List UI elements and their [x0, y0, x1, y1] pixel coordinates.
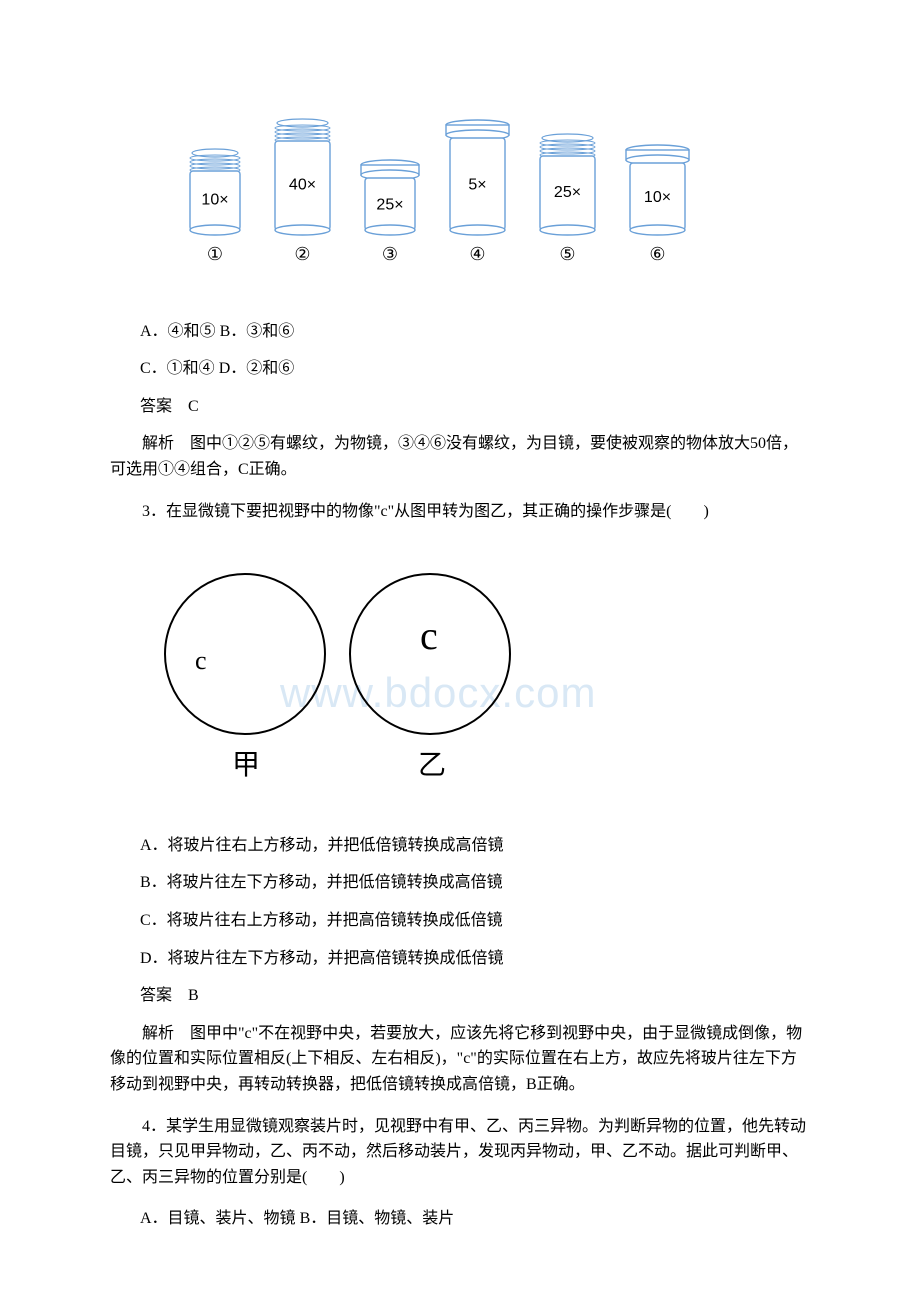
q2-option-c: C．①和④: [140, 360, 215, 377]
svg-text:c: c: [420, 613, 438, 658]
q2-option-ab: A．④和⑤ B．③和⑥: [140, 319, 810, 345]
svg-text:⑥: ⑥: [649, 244, 665, 264]
q4-stem: 4．某学生用显微镜观察装片时，见视野中有甲、乙、丙三异物。为判断异物的位置，他先…: [110, 1114, 810, 1191]
q3-option-a: A．将玻片往右上方移动，并把低倍镜转换成高倍镜: [140, 833, 810, 859]
q3-explanation: 解析 图甲中"c"不在视野中央，若要放大，应该先将它移到视野中央，由于显微镜成倒…: [110, 1021, 810, 1098]
svg-text:10×: 10×: [201, 192, 228, 209]
svg-text:④: ④: [469, 244, 485, 264]
svg-text:③: ③: [382, 244, 398, 264]
lens-svg: 10× ① 40× ② 25× ③ 5× ④ 25× ⑤ 10× ⑥: [150, 100, 700, 280]
q3-option-b: B．将玻片往左下方移动，并把低倍镜转换成高倍镜: [140, 870, 810, 896]
q3-option-d: D．将玻片往左下方移动，并把高倍镜转换成低倍镜: [140, 946, 810, 972]
circles-figure: www.bdocx.com c甲c乙: [140, 544, 810, 803]
svg-text:②: ②: [294, 244, 310, 264]
q2-option-d: D．②和⑥: [219, 360, 295, 377]
q3-stem: 3．在显微镜下要把视野中的物像"c"从图甲转为图乙，其正确的操作步骤是( ): [110, 499, 810, 525]
q4-option-a: A．目镜、装片、物镜: [140, 1210, 296, 1227]
q2-option-cd: C．①和④ D．②和⑥: [140, 356, 810, 382]
svg-text:25×: 25×: [554, 184, 581, 201]
svg-text:5×: 5×: [468, 177, 486, 194]
lens-figure: 10× ① 40× ② 25× ③ 5× ④ 25× ⑤ 10× ⑥: [150, 100, 810, 289]
svg-text:10×: 10×: [644, 189, 671, 206]
q3-option-c: C．将玻片往右上方移动，并把高倍镜转换成低倍镜: [140, 908, 810, 934]
svg-text:乙: 乙: [418, 750, 446, 781]
svg-text:①: ①: [207, 244, 223, 264]
circles-svg: c 甲 c 乙: [140, 544, 530, 794]
q2-explanation: 解析 图中①②⑤有螺纹，为物镜，③④⑥没有螺纹，为目镜，要使被观察的物体放大50…: [110, 431, 810, 482]
svg-text:c: c: [195, 646, 207, 675]
q2-option-b: B．③和⑥: [220, 323, 295, 340]
q4-option-ab: A．目镜、装片、物镜 B．目镜、物镜、装片: [140, 1206, 810, 1232]
q2-answer: 答案 C: [140, 394, 810, 420]
svg-text:25×: 25×: [376, 197, 403, 214]
svg-text:⑤: ⑤: [559, 244, 575, 264]
svg-text:40×: 40×: [289, 177, 316, 194]
q2-option-a: A．④和⑤: [140, 323, 216, 340]
q4-option-b: B．目镜、物镜、装片: [300, 1210, 455, 1227]
svg-text:甲: 甲: [232, 750, 260, 781]
q3-answer: 答案 B: [140, 983, 810, 1009]
